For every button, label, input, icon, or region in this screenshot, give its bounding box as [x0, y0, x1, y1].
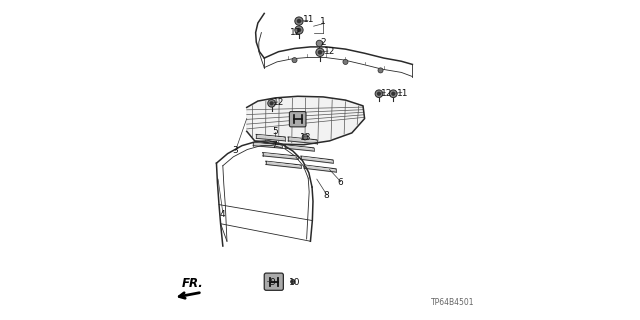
Circle shape: [297, 19, 301, 23]
Text: 8: 8: [323, 190, 329, 200]
Text: 11: 11: [303, 15, 315, 24]
Polygon shape: [256, 134, 285, 141]
Circle shape: [390, 90, 397, 98]
Text: 10: 10: [289, 278, 300, 287]
Circle shape: [316, 48, 324, 56]
Polygon shape: [262, 153, 298, 159]
Circle shape: [317, 50, 323, 55]
Circle shape: [292, 58, 297, 63]
Circle shape: [343, 60, 348, 64]
Text: 5: 5: [273, 127, 278, 136]
Text: 13: 13: [300, 133, 312, 142]
Text: 4: 4: [220, 210, 226, 219]
Text: FR.: FR.: [182, 277, 204, 290]
Polygon shape: [246, 96, 365, 145]
Circle shape: [268, 100, 275, 107]
Text: TP64B4501: TP64B4501: [431, 298, 474, 307]
Polygon shape: [288, 137, 317, 144]
Circle shape: [295, 26, 303, 34]
Polygon shape: [301, 156, 333, 163]
Circle shape: [375, 90, 383, 98]
Circle shape: [291, 279, 295, 284]
Polygon shape: [285, 145, 314, 151]
Circle shape: [297, 28, 301, 32]
Circle shape: [377, 92, 381, 96]
Text: 2: 2: [321, 38, 326, 47]
Text: 11: 11: [397, 89, 408, 98]
Text: 3: 3: [233, 146, 239, 155]
Text: 7: 7: [271, 141, 276, 150]
FancyBboxPatch shape: [264, 273, 284, 290]
FancyBboxPatch shape: [289, 112, 306, 127]
Circle shape: [302, 134, 308, 140]
Circle shape: [378, 68, 383, 73]
Circle shape: [295, 17, 303, 25]
Polygon shape: [253, 142, 282, 148]
Text: 12: 12: [273, 98, 284, 107]
Polygon shape: [304, 165, 336, 172]
Text: 9: 9: [269, 278, 275, 287]
Text: 12: 12: [291, 28, 302, 37]
Text: 12: 12: [381, 89, 392, 98]
Circle shape: [391, 92, 396, 96]
Polygon shape: [266, 161, 301, 168]
Text: 12: 12: [324, 47, 335, 56]
Circle shape: [269, 101, 274, 105]
Text: 1: 1: [320, 17, 326, 26]
Text: 6: 6: [338, 178, 344, 187]
Circle shape: [316, 40, 323, 47]
